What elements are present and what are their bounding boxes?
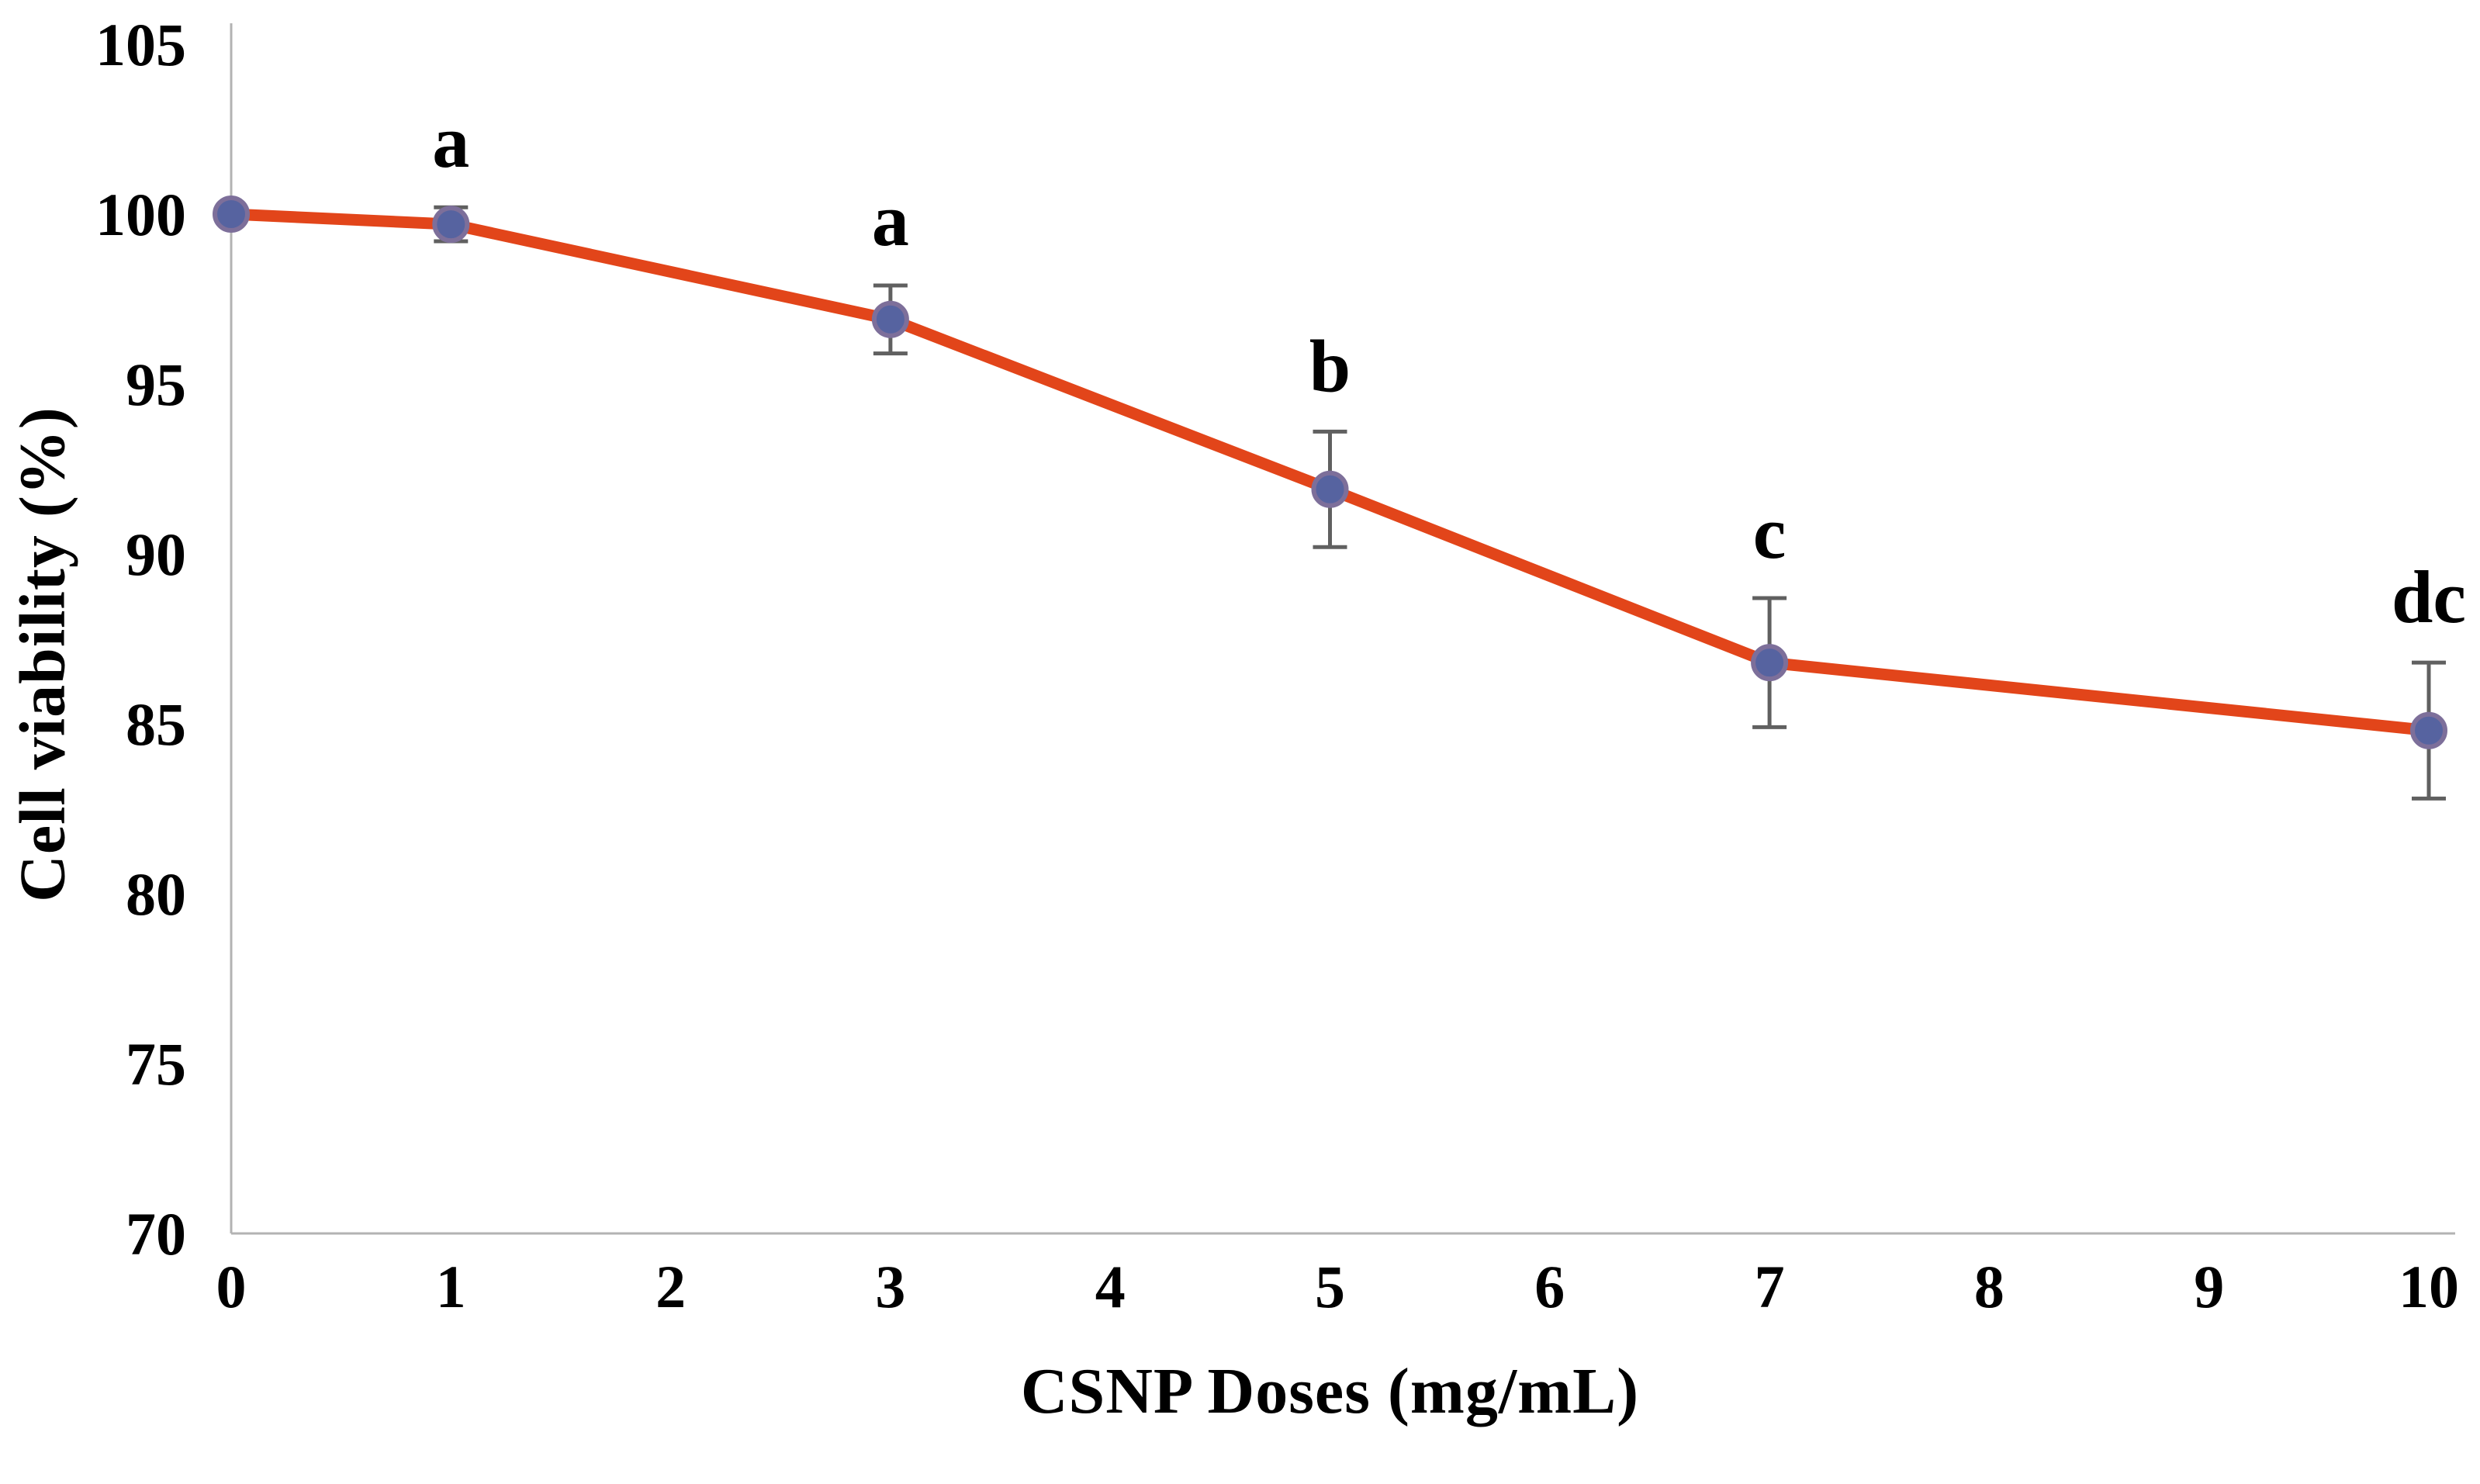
y-tick-label: 85 <box>126 690 186 758</box>
significance-label: c <box>1753 491 1786 574</box>
significance-label: b <box>1309 324 1351 407</box>
significance-label: a <box>432 100 469 183</box>
y-tick-label: 105 <box>95 11 186 78</box>
y-axis-title: Cell viability (%) <box>6 406 79 902</box>
significance-label: a <box>872 178 909 261</box>
y-tick-label: 80 <box>126 860 186 928</box>
x-tick-label: 3 <box>875 1253 905 1320</box>
data-point-marker <box>432 206 470 244</box>
significance-label: dc <box>2392 555 2466 638</box>
y-tick-label: 90 <box>126 521 186 588</box>
x-tick-label: 9 <box>2194 1253 2224 1320</box>
y-tick-label: 95 <box>126 351 186 418</box>
series-line <box>225 208 2435 737</box>
x-tick-label: 1 <box>436 1253 466 1320</box>
x-tick-label: 0 <box>216 1253 247 1320</box>
y-tick-label: 100 <box>95 181 186 248</box>
x-tick-label: 10 <box>2399 1253 2459 1320</box>
data-point-marker <box>213 195 250 233</box>
data-point-marker <box>2410 711 2447 749</box>
data-point-marker <box>871 300 909 338</box>
y-tick-label: 70 <box>126 1200 186 1268</box>
data-point-marker <box>1751 644 1789 682</box>
data-point-marker <box>1311 470 1349 508</box>
y-tick-label: 75 <box>126 1030 186 1098</box>
x-axis-title: CSNP Doses (mg/mL) <box>1020 1355 1640 1427</box>
x-tick-label: 5 <box>1315 1253 1345 1320</box>
x-tick-label: 2 <box>655 1253 686 1320</box>
x-tick-label: 4 <box>1095 1253 1126 1320</box>
x-tick-label: 8 <box>1974 1253 2004 1320</box>
x-tick-label: 6 <box>1534 1253 1565 1320</box>
x-tick-label: 7 <box>1755 1253 1785 1320</box>
